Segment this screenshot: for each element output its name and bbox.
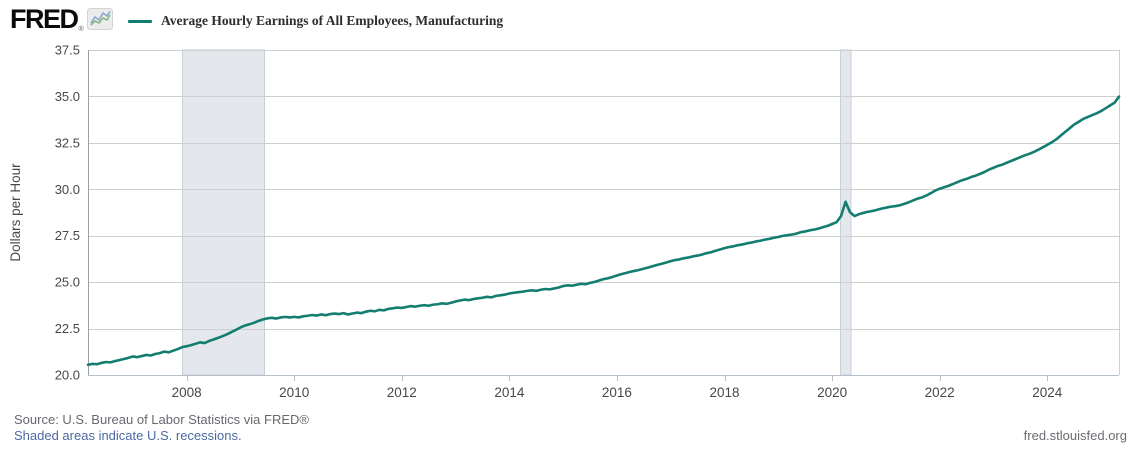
chart-canvas[interactable]: 20.0 22.5 25.0 27.5 30.0 32.5 35.0 37.5 2008 2010… — [0, 40, 1140, 400]
data-line-series — [86, 95, 1121, 367]
fred-logo-text: FRED — [10, 4, 79, 34]
x-tick-label: 2020 — [817, 385, 847, 400]
x-tick-label: 2016 — [602, 385, 632, 400]
source-attribution: Source: U.S. Bureau of Labor Statistics … — [14, 412, 309, 427]
legend-series-label: Average Hourly Earnings of All Employees… — [161, 13, 504, 28]
y-tick-label: 25.0 — [55, 275, 80, 290]
y-tick-label: 35.0 — [55, 89, 80, 104]
fred-sparkline-icon — [86, 8, 113, 35]
legend-line-swatch — [128, 19, 152, 23]
x-tick-label: 2018 — [710, 385, 740, 400]
x-tick-label: 2012 — [387, 385, 417, 400]
chart-area: 20.0 22.5 25.0 27.5 30.0 32.5 35.0 37.5 2008 2010… — [0, 40, 1140, 400]
y-tick-label: 37.5 — [55, 43, 80, 58]
recession-band — [181, 49, 266, 376]
x-tick-label: 2010 — [279, 385, 309, 400]
x-tick-label: 2008 — [172, 385, 202, 400]
y-tick-label: 20.0 — [55, 368, 80, 383]
fred-site-link[interactable]: fred.stlouisfed.org — [1023, 428, 1127, 443]
x-tick-label: 2024 — [1032, 385, 1063, 400]
y-tick-label: 27.5 — [55, 228, 80, 243]
fred-logo[interactable]: FRED ® — [10, 6, 113, 35]
x-tick-label: 2022 — [925, 385, 955, 400]
y-axis-title: Dollars per Hour — [8, 163, 23, 262]
registered-trademark: ® — [78, 26, 84, 33]
y-tick-label: 32.5 — [55, 135, 80, 150]
y-tick-label: 22.5 — [55, 321, 80, 336]
legend: Average Hourly Earnings of All Employees… — [128, 13, 503, 29]
y-tick-label: 30.0 — [55, 182, 80, 197]
chart-header: FRED ® Average Hourly Earnings of All Em… — [0, 0, 1140, 40]
x-tick-label: 2014 — [494, 385, 525, 400]
recession-note-link[interactable]: Shaded areas indicate U.S. recessions. — [14, 428, 242, 443]
